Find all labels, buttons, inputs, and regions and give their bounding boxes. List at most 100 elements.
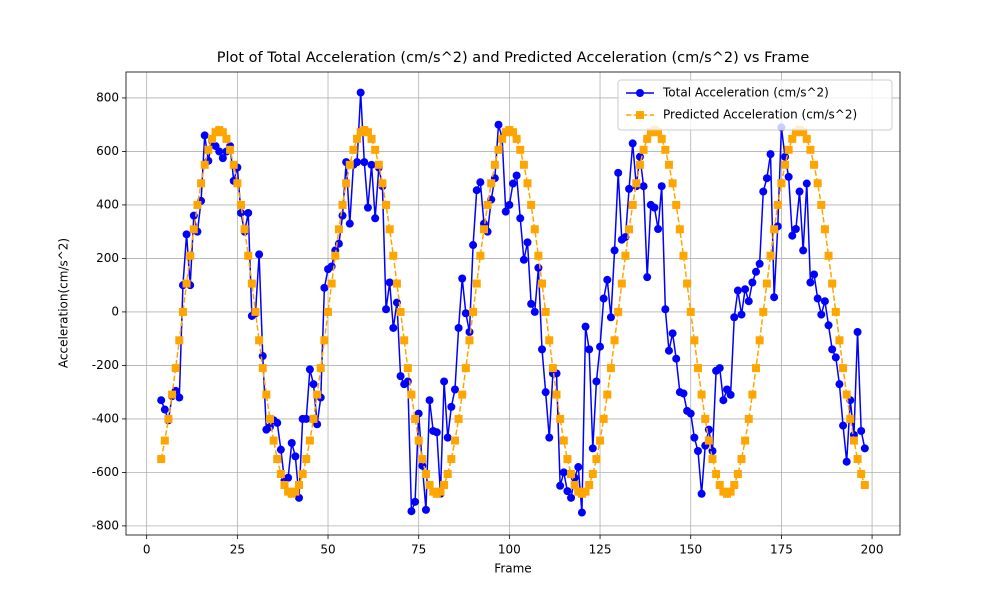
marker (628, 200, 637, 209)
marker (820, 225, 829, 234)
marker (628, 139, 637, 148)
marker (251, 307, 260, 316)
x-tick-label: 50 (320, 543, 335, 557)
marker (556, 414, 565, 423)
marker (824, 321, 833, 330)
marker (693, 447, 702, 456)
legend-marker (636, 89, 644, 97)
marker (338, 211, 347, 220)
marker (244, 208, 253, 217)
marker (440, 480, 449, 489)
marker (331, 251, 340, 260)
marker (828, 345, 837, 354)
marker (218, 154, 227, 163)
marker (606, 313, 615, 322)
marker (218, 128, 227, 137)
legend-label: Total Acceleration (cm/s^2) (662, 86, 829, 100)
marker (541, 307, 550, 316)
marker (476, 178, 485, 187)
marker (258, 364, 267, 373)
marker (207, 134, 216, 143)
chart-title: Plot of Total Acceleration (cm/s^2) and … (217, 50, 810, 66)
marker (356, 88, 365, 97)
marker (414, 436, 423, 445)
marker (200, 131, 209, 140)
marker (450, 385, 459, 394)
marker (222, 134, 231, 143)
marker (799, 246, 808, 255)
marker (465, 327, 474, 336)
legend-label: Predicted Acceleration (cm/s^2) (663, 108, 857, 122)
marker (425, 480, 434, 489)
marker (857, 426, 866, 435)
marker (545, 433, 554, 442)
marker (215, 147, 224, 156)
marker (744, 297, 753, 306)
marker (806, 145, 815, 154)
marker (291, 452, 300, 461)
y-tick-label: 800 (96, 90, 119, 104)
marker (240, 225, 249, 234)
marker (759, 187, 768, 196)
marker (672, 200, 681, 209)
marker (817, 310, 826, 319)
marker (592, 455, 601, 464)
marker (527, 299, 536, 308)
marker (730, 313, 739, 322)
marker (494, 120, 503, 129)
marker (534, 251, 543, 260)
marker (400, 336, 409, 345)
marker (197, 179, 206, 188)
marker (284, 473, 293, 482)
marker (664, 346, 673, 355)
marker (479, 225, 488, 234)
marker (614, 307, 623, 316)
marker (828, 279, 837, 288)
y-tick-label: 0 (111, 304, 119, 318)
marker (226, 145, 235, 154)
marker (679, 389, 688, 398)
marker (770, 293, 779, 302)
marker (664, 160, 673, 169)
y-tick-label: -600 (92, 465, 119, 479)
marker (298, 470, 307, 479)
marker (781, 152, 790, 161)
marker (567, 470, 576, 479)
marker (490, 160, 499, 169)
marker (411, 414, 420, 423)
marker (654, 128, 663, 137)
marker (770, 225, 779, 234)
x-tick-label: 125 (589, 543, 612, 557)
marker (262, 390, 271, 399)
marker (650, 203, 659, 212)
marker (458, 274, 467, 283)
marker (498, 134, 507, 143)
marker (552, 390, 561, 399)
marker (548, 364, 557, 373)
y-tick-label: -200 (92, 358, 119, 372)
marker (255, 336, 264, 345)
marker (349, 145, 358, 154)
plot-frame (125, 71, 901, 536)
marker (559, 468, 568, 477)
marker (523, 179, 532, 188)
marker (168, 390, 177, 399)
marker (244, 251, 253, 260)
marker (581, 322, 590, 331)
marker (345, 219, 354, 228)
marker (661, 145, 670, 154)
marker (421, 505, 430, 514)
marker (545, 336, 554, 345)
marker (367, 134, 376, 143)
marker (458, 390, 467, 399)
marker (726, 390, 735, 399)
marker (469, 241, 478, 250)
marker (574, 463, 583, 472)
legend-marker (636, 111, 644, 119)
marker (686, 409, 695, 418)
marker (599, 414, 608, 423)
y-tick-label: 200 (96, 251, 119, 265)
marker (860, 444, 869, 453)
marker (447, 455, 456, 464)
